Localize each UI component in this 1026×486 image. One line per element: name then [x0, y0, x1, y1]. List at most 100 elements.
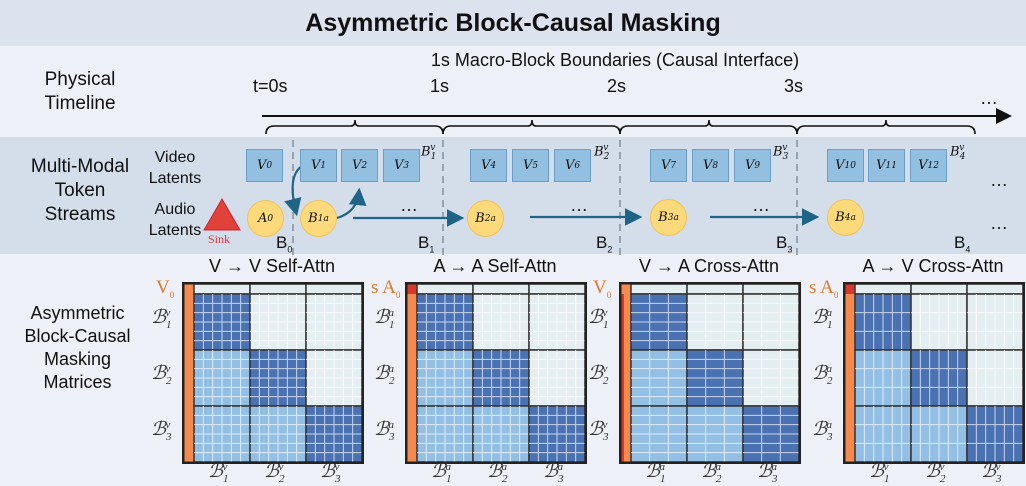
block-index: 3	[165, 430, 172, 443]
block-modality: v	[995, 460, 1001, 473]
block-modality: a	[445, 460, 451, 473]
matrix-border	[843, 282, 1025, 464]
timeline-row-label: Physical Timeline	[44, 69, 116, 114]
block-modality: a	[659, 460, 665, 473]
sink-row-cell	[305, 283, 363, 295]
block-grid	[194, 350, 250, 406]
sink-row-cell	[249, 283, 307, 295]
block-index: 1	[659, 472, 666, 485]
block-symbol: ℬ	[374, 307, 389, 328]
video-latents-label: Video Latents	[148, 149, 202, 187]
sink-row-cell	[742, 283, 800, 295]
token-base: V	[564, 158, 575, 173]
row-block-label: ℬ3a	[374, 418, 400, 443]
block-grid	[194, 294, 250, 350]
block-modality: a	[826, 362, 832, 375]
block-symbol: ℬ	[588, 363, 603, 384]
block-grid	[687, 350, 743, 406]
matrix-title: V → V Self-Attn	[208, 256, 336, 276]
video-block-label: B4v	[950, 143, 966, 162]
block-index: 3	[771, 472, 778, 485]
block-index: 2	[388, 374, 395, 387]
sink-row-cell	[416, 283, 474, 295]
block-modality: v	[602, 306, 608, 319]
block-index: 1	[165, 318, 172, 331]
boundary-sub: 4	[965, 244, 971, 255]
block-symbol: ℬ	[701, 461, 716, 482]
block-symbol: ℬ	[487, 461, 502, 482]
token-sub: 8	[712, 160, 719, 171]
row-block-label: ℬ1a	[374, 306, 400, 331]
sink-token-label: V0	[593, 277, 611, 300]
block-grid	[911, 350, 967, 406]
block-index: 2	[715, 472, 722, 485]
token-sub: 3	[667, 212, 674, 223]
sink-sub: 0	[606, 289, 612, 300]
row-block-label: ℬ3v	[588, 418, 613, 443]
matrix-border	[405, 282, 587, 464]
token-sub: 7	[670, 160, 677, 171]
block-grid	[631, 350, 687, 406]
row-block-label: ℬ2v	[588, 362, 613, 387]
block-index: 1	[388, 318, 395, 331]
sink-base: V	[593, 277, 607, 298]
sink-base: V	[156, 277, 170, 298]
sink-corner-cell	[407, 284, 417, 294]
macro-block-braces	[265, 119, 976, 135]
matrix-title: A → V Cross-Attn	[862, 256, 1004, 276]
token-base: V	[522, 158, 533, 173]
token-sup: a	[850, 212, 856, 223]
col-block-label: ℬ3v	[981, 460, 1006, 485]
video-token: V 12	[910, 149, 947, 182]
block-grid	[417, 294, 473, 350]
token-sub: 1	[317, 213, 324, 224]
col-block-label: ℬ1v	[208, 460, 233, 485]
row-block-label: ℬ1v	[588, 306, 613, 331]
token-base: V	[256, 158, 267, 173]
sink-row-cell	[686, 283, 744, 295]
block-index: 2	[826, 374, 833, 387]
sink-column	[621, 294, 631, 462]
sink-column	[184, 294, 194, 462]
sink-row-cell	[193, 283, 251, 295]
audio-flow-arrows	[284, 165, 820, 227]
boundary-sub: 2	[607, 244, 613, 255]
tick-1s: 1s	[430, 76, 450, 96]
block-grid	[250, 294, 306, 350]
matrix-title: V → A Cross-Attn	[638, 256, 780, 276]
ellipsis: …	[990, 170, 1008, 190]
video-token: V 11	[868, 149, 905, 182]
row-block-label: ℬ2v	[151, 362, 176, 387]
token-sup: a	[490, 213, 496, 224]
token-sub: 4	[844, 212, 851, 223]
block-grid	[967, 294, 1023, 350]
block-modality: v	[602, 418, 608, 431]
boundary-label: B1	[418, 233, 435, 255]
tick-2s: 2s	[607, 76, 627, 96]
block-index: 3	[995, 472, 1002, 485]
block-grid	[855, 406, 911, 462]
token-base: B	[308, 211, 318, 226]
block-grid	[631, 406, 687, 462]
col-block-label: ℬ3a	[757, 460, 783, 485]
block-grid	[687, 294, 743, 350]
block-index: 2	[165, 374, 172, 387]
block-symbol: ℬ	[588, 307, 603, 328]
sink-row-cell	[966, 283, 1024, 295]
row-block-label: ℬ2a	[374, 362, 400, 387]
block-grid	[306, 350, 362, 406]
sink-token-label: s A0	[371, 277, 400, 300]
token-sub: 2	[484, 213, 491, 224]
block-symbol: ℬ	[543, 461, 558, 482]
block-symbol: ℬ	[374, 363, 389, 384]
block-grid	[687, 406, 743, 462]
block-index: 2	[602, 374, 609, 387]
